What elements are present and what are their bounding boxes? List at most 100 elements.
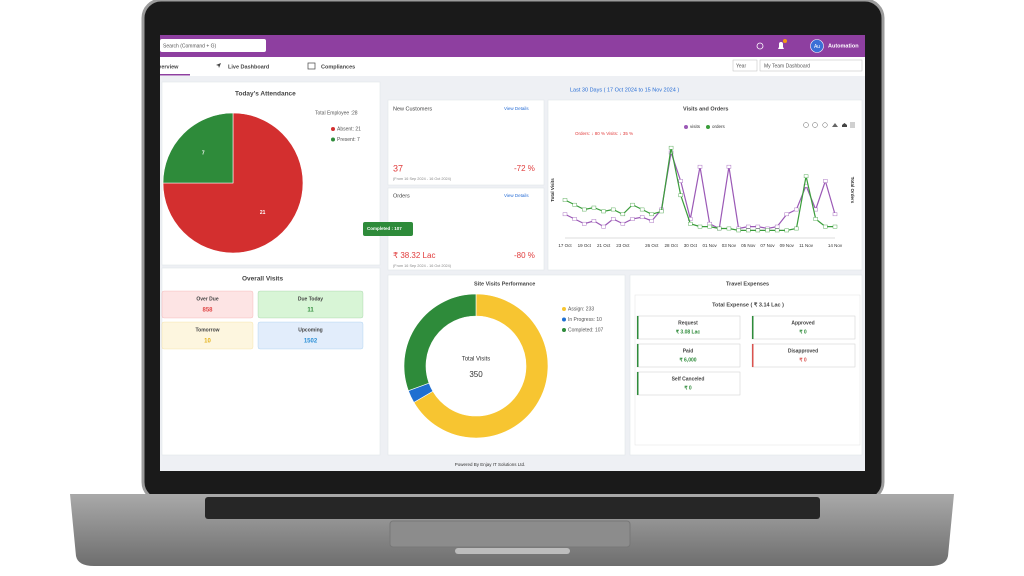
x-tick-label: 11 Nov — [799, 243, 814, 248]
search-box[interactable] — [160, 39, 266, 52]
point-marker — [784, 212, 789, 217]
tab[interactable]: Compliances — [321, 64, 355, 70]
pan[interactable] — [832, 123, 838, 127]
user-initials: Au — [814, 44, 820, 50]
slice — [413, 293, 549, 439]
point-marker — [726, 226, 732, 231]
x-tick-label: 23 Oct — [616, 243, 630, 248]
legend-dot — [562, 317, 566, 322]
zoom[interactable] — [822, 122, 828, 128]
card-value: 1502 — [304, 339, 318, 345]
attendance-pie: 21 Absent: 21 7 Present: 7 — [162, 112, 361, 254]
point-marker — [620, 221, 626, 226]
x-tick-label: 30 Oct — [684, 243, 698, 248]
date-range[interactable]: Last 30 Days ( 17 Oct 2024 to 15 Nov 202… — [570, 87, 679, 93]
point-marker — [591, 205, 597, 210]
card-label: Due Today — [298, 296, 323, 302]
panel-title: Visits and Orders — [683, 106, 728, 112]
card-label: Disapproved — [788, 348, 818, 354]
legend-label: Assign: 233 — [568, 306, 594, 312]
slice-label: 21 — [260, 210, 266, 216]
panel-title: Overall Visits — [242, 276, 283, 283]
legend-dot[interactable] — [684, 125, 688, 129]
point-marker — [832, 224, 838, 229]
screen: Search (Command + G) Au Automation Overv… — [154, 35, 865, 471]
orders-panel — [387, 187, 545, 271]
zoom-in[interactable] — [803, 122, 809, 128]
visit-cards: Over Due 858 Due Today 11 Tomorrow 10 Upcoming… — [161, 290, 364, 350]
kpi-value: 37 — [393, 163, 403, 173]
menu[interactable] — [850, 122, 855, 128]
point-marker — [746, 224, 751, 229]
panel-title: Orders — [393, 193, 410, 199]
card-value: ₹ 0 — [684, 385, 692, 391]
chart-toolbar — [803, 122, 855, 128]
legend-dot — [331, 127, 335, 131]
point-marker — [582, 221, 587, 226]
dashboard-value: My Team Dashboard — [764, 63, 810, 69]
zoom-out[interactable] — [812, 122, 818, 128]
tab[interactable]: Overview — [154, 64, 179, 70]
card-accent — [637, 316, 639, 339]
x-tick-label: 09 Nov — [780, 243, 795, 248]
x-tick-label: 14 Nov — [828, 243, 843, 248]
tab-underline — [160, 74, 190, 76]
point-marker — [697, 164, 703, 169]
reset[interactable] — [842, 123, 847, 127]
point-marker — [562, 198, 568, 202]
dashboard-select[interactable] — [759, 59, 863, 72]
view-details[interactable]: View Details — [504, 193, 529, 198]
point-marker — [746, 228, 751, 233]
point-marker — [630, 202, 635, 207]
visit-card[interactable] — [161, 290, 254, 319]
point-marker — [562, 212, 568, 217]
tab[interactable]: Live Dashboard — [228, 64, 269, 70]
view-details[interactable]: View Details — [504, 106, 529, 111]
visit-card[interactable] — [257, 290, 364, 319]
point-marker — [755, 228, 761, 233]
visit-card[interactable] — [161, 321, 254, 350]
x-tick-label: 21 Oct — [597, 243, 611, 248]
tab-icon — [307, 62, 316, 70]
user-name[interactable]: Automation — [828, 43, 859, 49]
point-marker — [601, 209, 606, 214]
total-employee: Total Employee :28 — [315, 110, 358, 116]
point-marker — [726, 164, 732, 169]
point-marker — [697, 224, 703, 229]
point-marker — [572, 202, 577, 207]
kpi-note: (From 16 Sep 2024 - 16 Oct 2024) — [393, 264, 452, 268]
visit-card[interactable] — [257, 321, 364, 350]
x-tick-label: 01 Nov — [703, 243, 718, 248]
travel-total: Total Expense ( ₹ 3.14 Lac ) — [712, 301, 784, 308]
point-marker — [794, 226, 799, 231]
help-icon[interactable] — [756, 42, 764, 50]
point-marker — [688, 221, 693, 226]
point-marker — [639, 215, 645, 219]
point-marker — [630, 217, 635, 221]
card-label: Approved — [791, 320, 814, 326]
slice — [403, 293, 477, 392]
avatar[interactable] — [810, 39, 824, 53]
point-marker — [707, 224, 712, 229]
trackpad — [389, 520, 631, 548]
legend-label[interactable]: orders — [712, 124, 726, 129]
card-value: 11 — [307, 308, 314, 314]
period-select[interactable] — [732, 59, 758, 72]
legend-label[interactable]: visits — [690, 124, 701, 129]
point-marker — [668, 145, 674, 150]
card-value: ₹ 6,000 — [679, 357, 696, 363]
card-label: Tomorrow — [195, 327, 219, 333]
slice — [162, 112, 234, 184]
x-tick-label: 26 Oct — [645, 243, 659, 248]
point-marker — [611, 217, 616, 221]
card-value: ₹ 0 — [799, 329, 807, 335]
card-value: ₹ 0 — [799, 357, 807, 363]
card-label: Over Due — [196, 296, 218, 302]
card-value: ₹ 3.08 Lac — [676, 329, 701, 335]
legend-dot[interactable] — [706, 125, 710, 129]
donut-center-label: Total Visits — [462, 357, 491, 363]
legend-label: Absent: 21 — [337, 126, 361, 132]
bell-icon[interactable] — [778, 42, 784, 49]
y-axis-label: Total Visits — [550, 178, 555, 202]
